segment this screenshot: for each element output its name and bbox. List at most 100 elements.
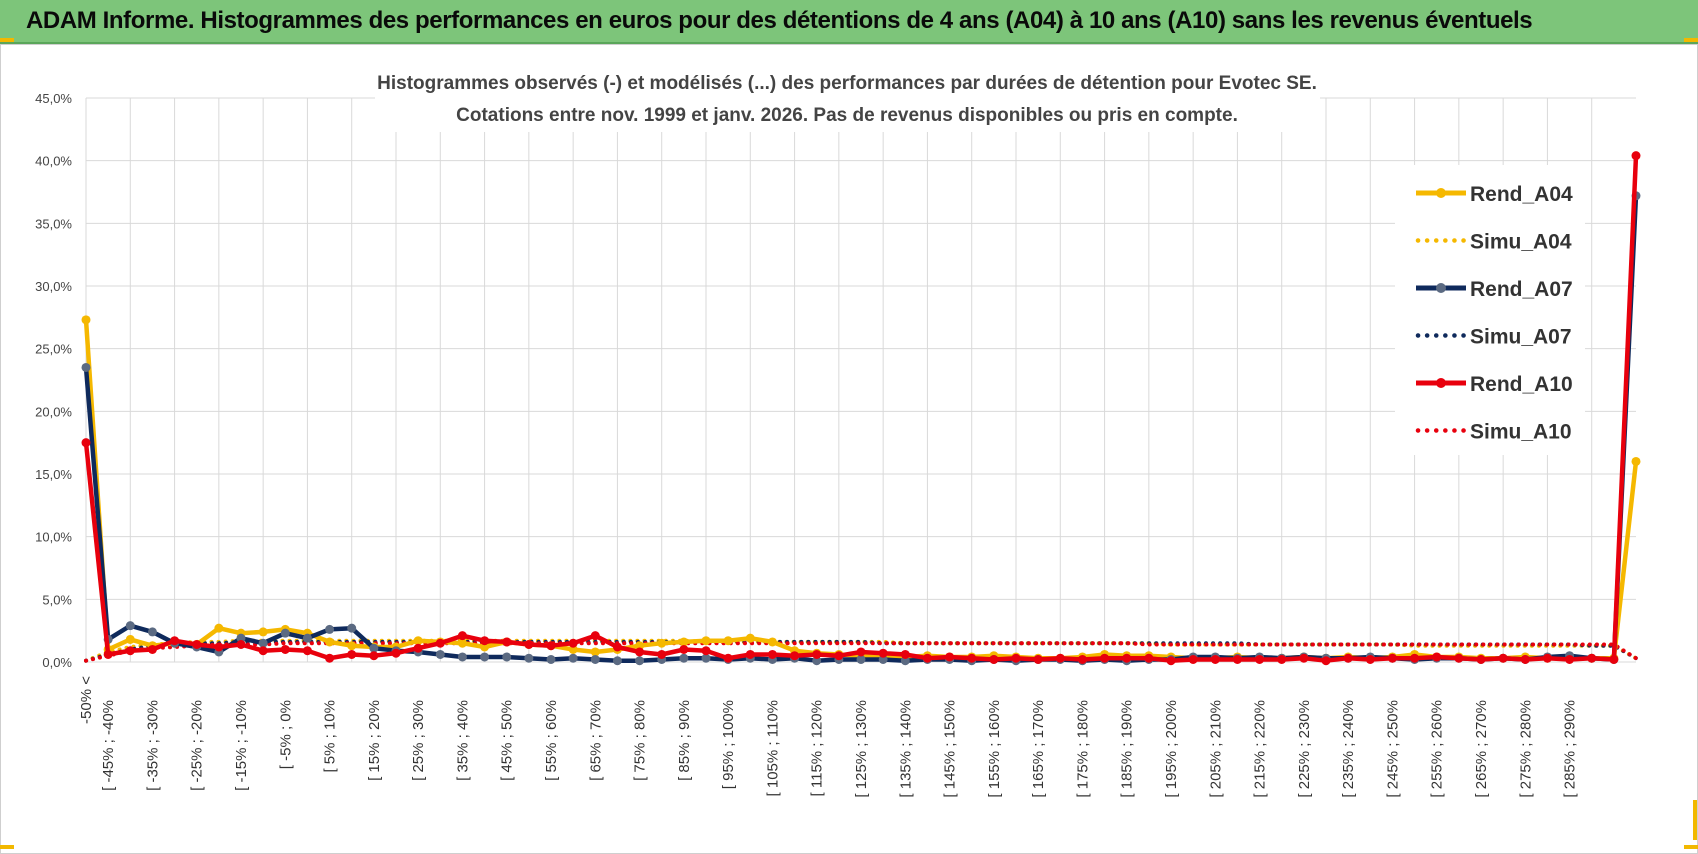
data-point-Rend_A07 <box>125 621 135 631</box>
data-point-Rend_A10 <box>214 642 224 652</box>
data-point-Rend_A07 <box>280 628 290 638</box>
data-point-Rend_A04 <box>635 641 645 651</box>
y-tick-label: 35,0% <box>35 216 72 231</box>
x-tick-label: [ -35% ; -30% <box>144 700 161 791</box>
x-tick-label: [ 155% ; 160% <box>986 700 1003 798</box>
data-point-Rend_A07 <box>369 643 379 653</box>
data-point-Rend_A10 <box>1166 656 1176 666</box>
data-point-Rend_A10 <box>1011 653 1021 663</box>
data-point-Rend_A07 <box>347 623 357 633</box>
data-point-Rend_A07 <box>524 653 534 663</box>
x-tick-label: -50% < <box>78 676 95 724</box>
data-point-Rend_A04 <box>480 642 490 652</box>
data-point-Rend_A07 <box>457 652 467 662</box>
data-point-Rend_A10 <box>1609 654 1619 664</box>
x-tick-label: [ 175% ; 180% <box>1074 700 1091 798</box>
legend-label-Simu_A07: Simu_A07 <box>1470 326 1572 349</box>
data-point-Rend_A10 <box>369 651 379 661</box>
data-point-Rend_A04 <box>125 634 135 644</box>
data-point-Rend_A07 <box>635 656 645 666</box>
data-point-Rend_A04 <box>745 633 755 643</box>
data-point-Rend_A10 <box>1454 653 1464 663</box>
data-point-Rend_A04 <box>1631 456 1641 466</box>
data-point-Rend_A07 <box>435 649 445 659</box>
x-tick-label: [ 235% ; 240% <box>1340 700 1357 798</box>
data-point-Rend_A04 <box>568 644 578 654</box>
data-point-Rend_A10 <box>989 654 999 664</box>
data-point-Rend_A10 <box>502 637 512 647</box>
data-point-Rend_A10 <box>812 649 822 659</box>
data-point-Rend_A07 <box>546 654 556 664</box>
corner-mark-bottom-right <box>1684 845 1698 849</box>
y-tick-label: 10,0% <box>35 530 72 545</box>
data-point-Rend_A07 <box>679 653 689 663</box>
x-tick-label: [ 95% ; 100% <box>720 700 737 789</box>
data-point-Rend_A10 <box>790 651 800 661</box>
x-tick-label: [ 15% ; 20% <box>366 700 383 781</box>
data-point-Rend_A10 <box>192 639 202 649</box>
corner-mark-top-right <box>1684 38 1698 42</box>
x-tick-label: [ 165% ; 170% <box>1030 700 1047 798</box>
data-point-Rend_A10 <box>1476 654 1486 664</box>
x-tick-label: [ -25% ; -20% <box>189 700 206 791</box>
header-banner: ADAM Informe. Histogrammes des performan… <box>0 0 1698 44</box>
data-point-Rend_A10 <box>457 631 467 641</box>
data-point-Rend_A10 <box>125 646 135 656</box>
data-point-Rend_A10 <box>1565 654 1575 664</box>
data-point-Rend_A04 <box>413 636 423 646</box>
data-point-Rend_A10 <box>1432 652 1442 662</box>
data-point-Rend_A10 <box>723 653 733 663</box>
data-point-Rend_A10 <box>657 649 667 659</box>
data-point-Rend_A10 <box>170 636 180 646</box>
data-point-Rend_A10 <box>878 648 888 658</box>
data-point-Rend_A10 <box>568 638 578 648</box>
data-point-Rend_A10 <box>945 652 955 662</box>
data-point-Rend_A10 <box>325 653 335 663</box>
chart-title-line-2: Cotations entre nov. 1999 et janv. 2026.… <box>456 105 1238 126</box>
data-point-Rend_A04 <box>723 636 733 646</box>
x-tick-label: [ 25% ; 30% <box>410 700 427 781</box>
data-point-Rend_A10 <box>635 647 645 657</box>
legend-marker-Rend_A10 <box>1436 378 1446 388</box>
data-point-Rend_A04 <box>457 638 467 648</box>
data-point-Rend_A04 <box>679 637 689 647</box>
y-tick-label: 30,0% <box>35 279 72 294</box>
x-tick-label: [ 245% ; 250% <box>1384 700 1401 798</box>
data-point-Rend_A07 <box>236 633 246 643</box>
x-tick-label: [ 55% ; 60% <box>543 700 560 781</box>
data-point-Rend_A10 <box>413 643 423 653</box>
data-point-Rend_A10 <box>1542 653 1552 663</box>
data-point-Rend_A10 <box>856 647 866 657</box>
data-point-Rend_A10 <box>834 651 844 661</box>
x-tick-label: [ -45% ; -40% <box>100 700 117 791</box>
y-tick-label: 25,0% <box>35 342 72 357</box>
legend-label-Simu_A10: Simu_A10 <box>1470 421 1572 444</box>
data-point-Rend_A04 <box>325 637 335 647</box>
data-point-Rend_A07 <box>81 362 91 372</box>
x-tick-label: [ -5% ; 0% <box>277 700 294 769</box>
y-tick-label: 45,0% <box>35 91 72 106</box>
x-tick-label: [ 195% ; 200% <box>1163 700 1180 798</box>
data-point-Rend_A07 <box>856 654 866 664</box>
legend-marker-Rend_A07 <box>1436 283 1446 293</box>
x-tick-label: [ 265% ; 270% <box>1473 700 1490 798</box>
x-tick-label: [ 285% ; 290% <box>1562 700 1579 798</box>
data-point-Rend_A10 <box>1255 654 1265 664</box>
data-point-Rend_A10 <box>347 649 357 659</box>
data-point-Rend_A10 <box>1321 656 1331 666</box>
data-point-Rend_A04 <box>657 638 667 648</box>
x-tick-label: [ 185% ; 190% <box>1119 700 1136 798</box>
data-point-Rend_A10 <box>103 649 113 659</box>
data-point-Rend_A10 <box>1365 654 1375 664</box>
data-point-Rend_A10 <box>1033 654 1043 664</box>
y-tick-label: 20,0% <box>35 404 72 419</box>
x-tick-label: [ 85% ; 90% <box>676 700 693 781</box>
data-point-Rend_A07 <box>480 652 490 662</box>
data-point-Rend_A10 <box>900 649 910 659</box>
y-tick-label: 40,0% <box>35 154 72 169</box>
corner-mark-bottom-left <box>0 845 14 849</box>
x-tick-label: [ 255% ; 260% <box>1429 700 1446 798</box>
data-point-Rend_A10 <box>1299 653 1309 663</box>
y-tick-label: 0,0% <box>42 655 72 670</box>
